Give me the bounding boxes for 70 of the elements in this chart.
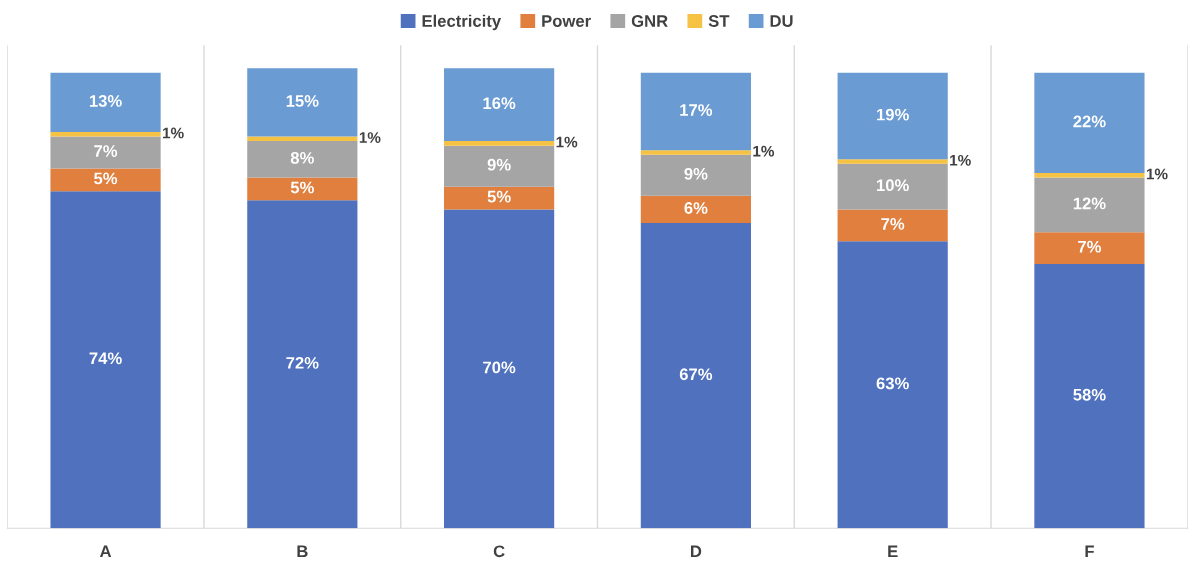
data-label: 72%: [286, 356, 319, 369]
bar: [50, 72, 161, 132]
bar: [247, 68, 358, 137]
x-tick-label: B: [297, 545, 308, 558]
bar: [837, 72, 948, 160]
bar: [640, 195, 751, 224]
data-label: 1%: [950, 154, 971, 166]
data-label: 22%: [1073, 115, 1106, 128]
bar: [837, 163, 948, 210]
legend-label: GNR: [631, 15, 668, 27]
bar: [444, 141, 555, 146]
data-label: 16%: [483, 97, 516, 110]
data-label: 13%: [89, 95, 122, 107]
bar: [640, 72, 751, 151]
data-label: 58%: [1073, 388, 1106, 401]
x-tick-label: A: [99, 545, 112, 558]
data-label: 1%: [753, 145, 775, 157]
data-label: 9%: [487, 158, 511, 171]
bar: [50, 191, 161, 529]
bar: [50, 131, 161, 137]
x-tick-label: D: [690, 545, 702, 558]
data-label: 70%: [483, 361, 516, 374]
x-tick-label: C: [493, 545, 505, 558]
data-label: 63%: [876, 377, 909, 390]
data-label: 9%: [684, 167, 708, 180]
bar: [1034, 264, 1145, 529]
x-tick-label: F: [1085, 545, 1094, 558]
bar: [1034, 232, 1145, 265]
data-label: 1%: [359, 132, 381, 143]
bar: [444, 209, 555, 529]
data-label: 10%: [877, 179, 909, 192]
bar: [1034, 177, 1145, 233]
x-tick-label: E: [888, 545, 898, 558]
data-label: 7%: [94, 145, 118, 157]
bar: [247, 177, 358, 201]
data-label: 17%: [680, 104, 713, 116]
bar: [1034, 172, 1145, 178]
data-label: 12%: [1073, 197, 1106, 210]
data-label: 8%: [290, 151, 314, 164]
data-label: 7%: [881, 218, 905, 230]
bar: [444, 186, 555, 210]
data-label: 5%: [290, 181, 314, 194]
data-label: 5%: [94, 172, 118, 185]
data-label: 1%: [556, 136, 578, 148]
data-label: 19%: [877, 108, 909, 121]
bar: [837, 241, 948, 529]
data-label: 74%: [89, 352, 122, 365]
bar: [837, 209, 948, 242]
bar: [50, 168, 161, 192]
data-label: 6%: [684, 202, 708, 214]
bar: [50, 136, 161, 169]
data-label: 1%: [163, 127, 184, 139]
data-label: 5%: [487, 190, 511, 203]
legend-label: DU: [770, 15, 793, 27]
legend-label: Power: [542, 15, 591, 27]
data-label: 7%: [1078, 240, 1102, 253]
bar: [247, 200, 358, 529]
bar: [444, 145, 555, 187]
data-label: 15%: [286, 95, 319, 107]
bar: [444, 68, 555, 142]
bar: [1034, 72, 1145, 173]
bar: [640, 154, 751, 196]
legend-label: Electricity: [422, 14, 502, 31]
bar: [837, 159, 948, 164]
bar: [640, 223, 751, 529]
bar: [640, 150, 751, 155]
legend-label: ST: [708, 15, 730, 27]
bar: [247, 141, 358, 178]
data-label: 1%: [1146, 168, 1168, 180]
data-label: 67%: [679, 368, 713, 381]
